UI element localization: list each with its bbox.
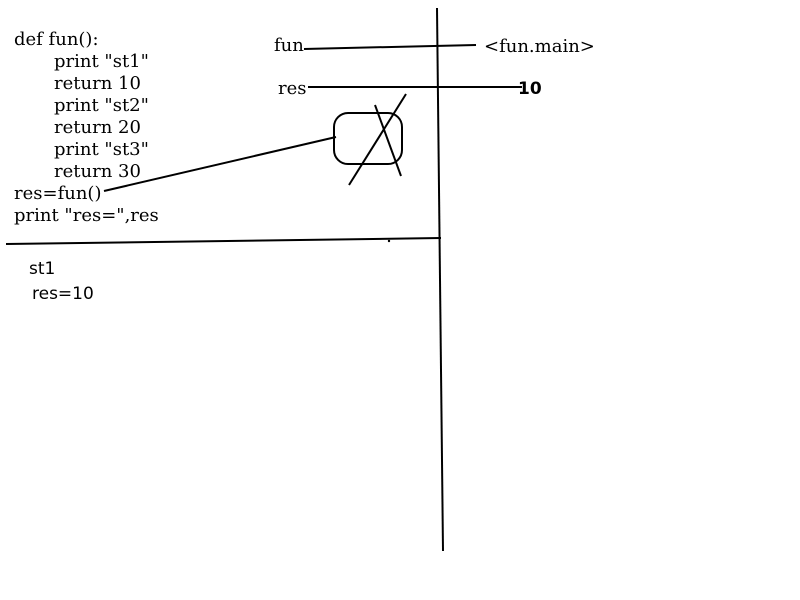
- fun-pointer-line: [303, 44, 477, 50]
- temp-return-box: [333, 112, 403, 165]
- frame-label-fun: fun: [274, 35, 304, 56]
- code-line-return-10: return 10: [54, 73, 141, 94]
- cross-line-2: [374, 104, 402, 177]
- code-line-return-30: return 30: [54, 161, 141, 182]
- code-line-res-call: res=fun(): [14, 183, 102, 204]
- code-line-print-st1: print "st1": [54, 51, 149, 72]
- frame-value-res: 10: [518, 79, 542, 99]
- output-line-res: res=10: [32, 284, 94, 304]
- code-line-print-res: print "res=",res: [14, 205, 159, 226]
- code-line-print-st3: print "st3": [54, 139, 149, 160]
- horizontal-divider: [5, 237, 442, 245]
- code-line-return-20: return 20: [54, 117, 141, 138]
- stray-dot: [387, 239, 391, 243]
- frame-label-res: res: [278, 78, 307, 99]
- call-link-line: [103, 136, 337, 192]
- vertical-divider: [436, 7, 444, 552]
- cross-line-1: [348, 93, 407, 186]
- output-line-st1: st1: [29, 259, 56, 279]
- frame-value-fun: <fun.main>: [484, 36, 595, 57]
- code-line-def: def fun():: [14, 29, 99, 50]
- code-line-print-st2: print "st2": [54, 95, 149, 116]
